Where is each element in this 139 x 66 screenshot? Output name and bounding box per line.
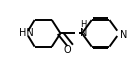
Text: O: O — [63, 45, 71, 55]
Text: HN: HN — [19, 28, 34, 38]
Text: H: H — [80, 20, 86, 29]
Text: N: N — [80, 28, 87, 38]
Text: N: N — [120, 30, 128, 40]
